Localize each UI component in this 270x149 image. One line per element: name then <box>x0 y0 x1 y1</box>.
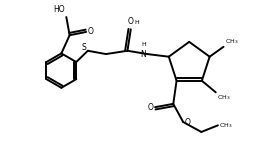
Text: H: H <box>135 20 140 25</box>
Text: O: O <box>128 17 134 26</box>
Text: CH$_3$: CH$_3$ <box>219 121 232 130</box>
Text: CH$_3$: CH$_3$ <box>217 93 231 102</box>
Text: HO: HO <box>53 5 65 14</box>
Text: CH$_3$: CH$_3$ <box>225 37 238 46</box>
Text: O: O <box>87 27 93 36</box>
Text: S: S <box>82 43 86 52</box>
Text: N: N <box>141 50 146 59</box>
Text: H: H <box>141 42 146 47</box>
Text: O: O <box>184 118 190 127</box>
Text: O: O <box>148 103 154 112</box>
